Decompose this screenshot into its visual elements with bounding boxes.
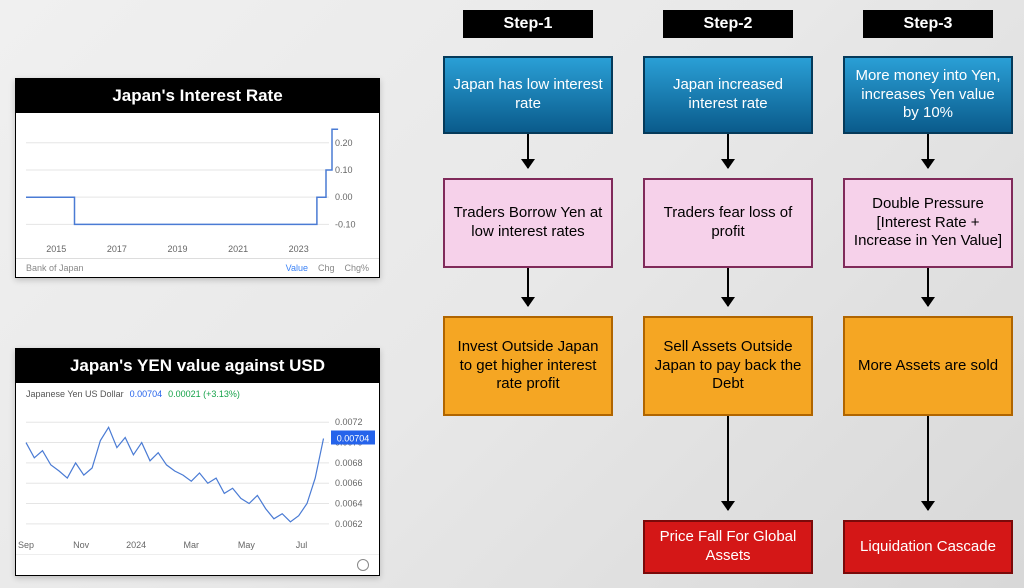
flow-box-orange: More Assets are sold	[843, 316, 1013, 416]
pair-name: Japanese Yen US Dollar	[26, 389, 124, 399]
flow-box-red: Price Fall For Global Assets	[643, 520, 813, 574]
chart-footer-tab[interactable]: Chg	[318, 263, 335, 273]
step-label: Step-2	[663, 10, 793, 38]
flow-box-blue: Japan increased interest rate	[643, 56, 813, 134]
svg-text:0.00: 0.00	[335, 192, 353, 202]
flow-arrow	[727, 268, 729, 306]
gear-icon[interactable]	[357, 559, 369, 571]
step-label: Step-3	[863, 10, 993, 38]
svg-text:0.0062: 0.0062	[335, 519, 363, 529]
flow-arrow	[927, 416, 929, 510]
chart-plot-area: -0.10 0.00 0.10 0.20 2015 2017 2019 2021 2023	[16, 113, 379, 258]
svg-text:2015: 2015	[46, 244, 66, 254]
svg-text:2019: 2019	[167, 244, 187, 254]
flow-box-blue: Japan has low interest rate	[443, 56, 613, 134]
svg-text:0.0068: 0.0068	[335, 458, 363, 468]
svg-text:2021: 2021	[228, 244, 248, 254]
svg-text:May: May	[238, 540, 256, 550]
flow-arrow	[527, 268, 529, 306]
step-label: Step-1	[463, 10, 593, 38]
svg-text:0.0066: 0.0066	[335, 478, 363, 488]
line-chart-svg: 0.00620.00640.00660.00680.00700.0072SepN…	[16, 399, 379, 554]
chart-title: Japan's YEN value against USD	[16, 349, 379, 383]
chart-footer-right: Value Chg Chg%	[276, 263, 369, 273]
flow-box-orange: Invest Outside Japan to get higher inter…	[443, 316, 613, 416]
svg-text:-0.10: -0.10	[335, 219, 356, 229]
flow-arrow	[527, 134, 529, 168]
chart-title: Japan's Interest Rate	[16, 79, 379, 113]
svg-text:Sep: Sep	[18, 540, 34, 550]
chart-footer-tab[interactable]: Chg%	[344, 263, 369, 273]
chart-source-label: Bank of Japan	[26, 263, 84, 273]
svg-text:2024: 2024	[126, 540, 146, 550]
flow-box-pink: Double Pressure [Interest Rate + Increas…	[843, 178, 1013, 268]
svg-text:2017: 2017	[107, 244, 127, 254]
svg-text:0.0072: 0.0072	[335, 417, 363, 427]
flow-arrow	[727, 416, 729, 510]
flow-box-pink: Traders Borrow Yen at low interest rates	[443, 178, 613, 268]
svg-text:2023: 2023	[289, 244, 309, 254]
flow-arrow	[927, 134, 929, 168]
pair-change: 0.00021 (+3.13%)	[168, 389, 240, 399]
flow-box-pink: Traders fear loss of profit	[643, 178, 813, 268]
chart-plot-area: 0.00620.00640.00660.00680.00700.0072SepN…	[16, 399, 379, 554]
yen-usd-chart-card: Japan's YEN value against USDJapanese Ye…	[15, 348, 380, 576]
pair-value: 0.00704	[130, 389, 163, 399]
flow-box-red: Liquidation Cascade	[843, 520, 1013, 574]
svg-text:0.20: 0.20	[335, 138, 353, 148]
chart-toolbar	[16, 554, 379, 575]
chart-footer: Bank of Japan Value Chg Chg%	[16, 258, 379, 277]
flow-box-blue: More money into Yen, increases Yen value…	[843, 56, 1013, 134]
svg-text:Mar: Mar	[184, 540, 200, 550]
flow-box-orange: Sell Assets Outside Japan to pay back th…	[643, 316, 813, 416]
pair-header: Japanese Yen US Dollar 0.00704 0.00021 (+3…	[16, 383, 379, 399]
svg-text:Jul: Jul	[296, 540, 308, 550]
svg-text:0.00704: 0.00704	[337, 433, 370, 443]
chart-footer-tab[interactable]: Value	[286, 263, 308, 273]
interest-rate-chart-card: Japan's Interest Rate -0.10 0.00 0.10 0.20 20…	[15, 78, 380, 278]
flow-arrow	[927, 268, 929, 306]
flow-arrow	[727, 134, 729, 168]
svg-text:0.0064: 0.0064	[335, 499, 363, 509]
svg-text:Nov: Nov	[73, 540, 90, 550]
line-chart-svg: -0.10 0.00 0.10 0.20 2015 2017 2019 2021 2023	[16, 113, 379, 258]
svg-text:0.10: 0.10	[335, 165, 353, 175]
